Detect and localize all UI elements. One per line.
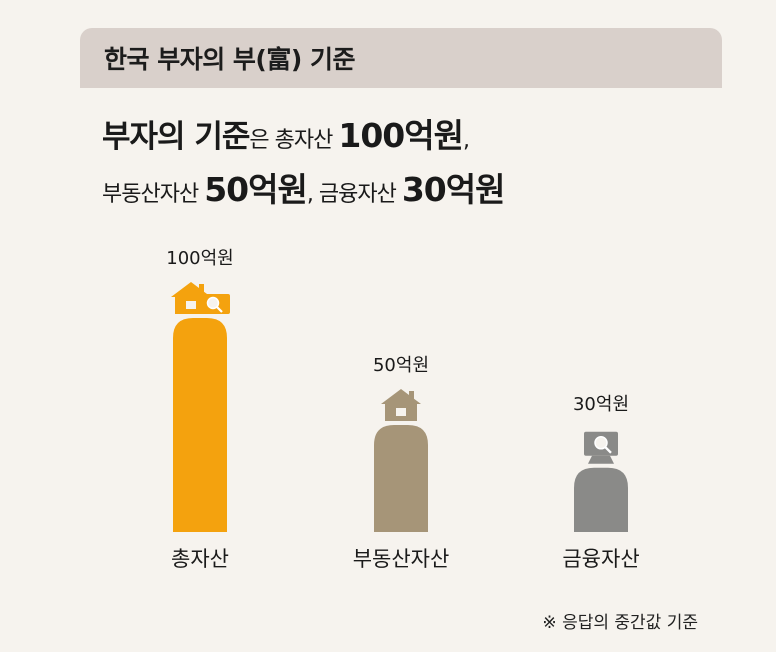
headline-financial-label: , 금융자산 [306,182,402,207]
bar [574,467,628,532]
bar [173,318,227,532]
headline-realestate-value: 50억원 [204,170,308,209]
house-icon [381,389,421,421]
headline-total-value: 100억원 [338,116,464,155]
headline-criteria: 부자의 기준 [102,119,250,155]
headline-line-1: 부자의 기준은 총자산 100억원, [102,112,722,166]
headline: 부자의 기준은 총자산 100억원, 부동산자산 50억원, 금융자산 30억원 [102,112,722,220]
bar [374,425,428,532]
footnote: ※ 응답의 중간값 기준 [542,613,698,633]
data-label: 30억원 [573,394,629,415]
money-search-icon [584,431,618,464]
category-label: 금융자산 [562,547,639,571]
chart-title-bar: 한국 부자의 부(富) 기준 [80,28,722,88]
headline-comma: , [462,128,470,153]
headline-financial-value: 30억원 [401,170,506,209]
category-label: 부동산자산 [353,547,450,571]
data-label: 100억원 [166,248,233,269]
headline-line-2: 부동산자산 50억원, 금융자산 30억원 [102,166,722,220]
money-search-icon [196,294,230,314]
headline-realestate-label: 부동산자산 [102,182,205,207]
category-label: 총자산 [171,547,229,571]
chart-title: 한국 부자의 부(富) 기준 [104,45,355,74]
headline-total-label: 은 총자산 [249,128,339,153]
data-label: 50억원 [373,355,429,376]
